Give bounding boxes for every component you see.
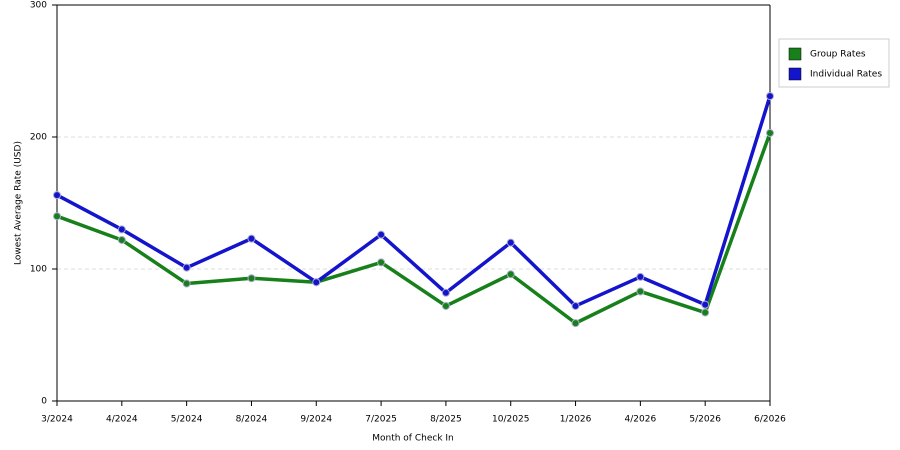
x-tick-label: 10/2025	[492, 415, 529, 425]
series-line	[56, 132, 772, 325]
data-point	[441, 301, 450, 310]
x-axis-label: Month of Check In	[372, 434, 454, 444]
data-point	[636, 287, 645, 296]
data-point	[766, 129, 774, 138]
data-point	[701, 300, 710, 309]
x-tick-label: 4/2026	[625, 415, 657, 425]
x-tick-label: 5/2026	[689, 415, 721, 425]
data-point	[53, 212, 61, 221]
legend-label: Group Rates	[810, 50, 866, 60]
data-point	[377, 230, 386, 239]
y-tick-label: 0	[41, 397, 47, 407]
data-point	[701, 308, 710, 317]
data-point	[182, 263, 191, 272]
data-point	[247, 234, 256, 243]
x-tick-label: 9/2024	[300, 415, 332, 425]
x-tick-label: 7/2025	[365, 415, 397, 425]
data-point	[247, 274, 256, 283]
data-point	[312, 278, 321, 287]
data-point	[117, 225, 126, 234]
y-axis-label: Lowest Average Rate (USD)	[14, 141, 24, 265]
data-point	[441, 288, 450, 297]
data-point	[571, 301, 580, 310]
y-tick-label: 200	[30, 133, 47, 143]
legend-label: Individual Rates	[810, 70, 882, 80]
data-point	[506, 270, 515, 279]
series-line	[56, 95, 772, 308]
data-point	[117, 235, 126, 244]
data-point	[766, 92, 774, 101]
x-tick-label: 4/2024	[106, 415, 138, 425]
legend-swatch	[788, 47, 802, 61]
x-tick-label: 8/2024	[236, 415, 268, 425]
x-tick-label: 5/2024	[171, 415, 203, 425]
y-tick-label: 300	[30, 1, 47, 11]
data-point	[53, 191, 61, 200]
x-tick-label: 1/2026	[560, 415, 592, 425]
data-point	[571, 319, 580, 328]
x-tick-label: 3/2024	[41, 415, 73, 425]
data-point	[636, 272, 645, 281]
x-tick-label: 8/2025	[430, 415, 462, 425]
y-tick-label: 100	[30, 265, 47, 275]
data-point	[182, 279, 191, 288]
data-point	[377, 258, 386, 267]
legend-swatch	[788, 67, 802, 81]
data-point	[506, 238, 515, 247]
x-tick-label: 6/2026	[754, 415, 786, 425]
